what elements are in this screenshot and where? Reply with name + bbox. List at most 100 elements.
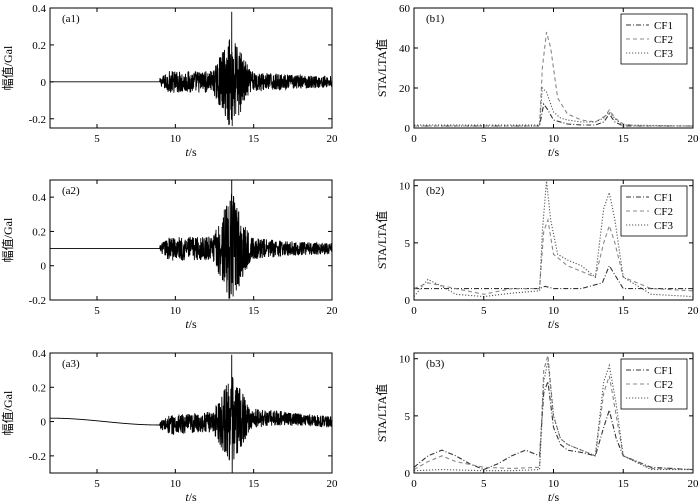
y-tick-label: 0 [405,123,411,135]
y-tick-label: -0.2 [29,295,46,307]
y-axis-title: STA/LTA值 [374,39,389,97]
x-tick-label: 5 [94,133,100,145]
x-tick-label: 20 [688,305,700,317]
series-line-cf1 [414,102,693,127]
y-tick-label: 0.4 [32,192,46,204]
legend-box [620,185,688,237]
series-line-cf3 [414,86,693,127]
x-axis-title: t/s [548,317,560,331]
legend: CF1 CF2 CF3 [620,13,688,65]
y-tick-label: 0.2 [32,40,46,52]
y-tick-label: 0 [405,468,411,480]
x-axis-title-unit: /s [551,490,559,504]
y-axis-title: 幅值/Gal [0,217,15,262]
x-tick-label: 0 [411,305,417,317]
series-line-waveform [50,11,332,127]
y-tick-label: 0 [41,261,47,273]
y-tick-label: 0.4 [32,348,46,360]
x-tick-label: 10 [170,305,182,317]
y-axis-title: STA/LTA值 [374,211,389,269]
panel-a2: 5 10 15 20 -0.2 0 0.2 0.4 (a2) t/s 幅值/Gal [0,179,339,331]
legend-label-cf2: CF2 [654,34,673,46]
y-tick-label: 60 [399,3,411,15]
x-axis-title-var: t [185,317,189,331]
x-axis-title-var: t [185,145,189,159]
x-tick-label: 15 [618,133,630,145]
x-tick-label: 10 [170,133,182,145]
panel-label: (b1) [426,13,445,25]
x-axis-title-var: t [185,490,189,504]
legend-label-cf1: CF1 [654,192,673,204]
x-tick-label: 15 [248,133,260,145]
panel-b3: 0 5 10 15 20 0 5 10 (b3) t/s STA/LTA值 CF1 CF2 CF3 [374,352,700,504]
x-tick-label: 10 [548,305,560,317]
y-tick-label: -0.2 [29,114,46,126]
y-tick-label: 0.2 [32,382,46,394]
y-axis-title: 幅值/Gal [0,390,15,435]
y-tick-label: 40 [399,43,411,55]
panel-b2: 0 5 10 15 20 0 5 10 (b2) t/s STA/LTA值 CF1 CF2 CF3 [374,179,700,331]
panel-a1: 5 10 15 20 -0.2 0 0.2 0.4 (a1) t/s 幅值/Gal [0,3,338,159]
y-tick-label: 10 [399,354,411,366]
x-axis-title-var: t [548,317,552,331]
x-axis-title-unit: /s [189,317,197,331]
x-axis-title-unit: /s [551,317,559,331]
x-tick-label: 5 [94,305,100,317]
y-axis-title: STA/LTA值 [374,384,389,442]
legend-label-cf3: CF3 [654,48,673,60]
legend-label-cf1: CF1 [654,20,673,32]
series-line-cf2 [414,355,693,471]
x-axis-title-var: t [548,145,552,159]
x-tick-label: 15 [248,305,260,317]
x-tick-label: 10 [548,133,560,145]
y-tick-label: 10 [399,181,411,193]
x-axis-title: t/s [185,490,197,504]
x-axis-title-var: t [548,490,552,504]
x-tick-label: 20 [688,478,700,490]
x-axis-title-unit: /s [189,145,197,159]
y-tick-label: 5 [405,411,411,423]
y-tick-label: 5 [405,238,411,250]
x-tick-label: 10 [170,478,182,490]
x-tick-label: 0 [411,478,417,490]
y-tick-label: -0.2 [29,451,46,463]
series-line-cf2 [414,217,693,295]
legend-label-cf2: CF2 [654,379,673,391]
x-tick-label: 15 [618,305,630,317]
legend: CF1 CF2 CF3 [620,185,688,237]
series-line-cf3 [414,360,693,472]
y-tick-label: 0.4 [32,3,46,15]
x-axis-title: t/s [548,490,560,504]
series-line-waveform [50,180,332,299]
plot-frame [49,7,333,129]
panel-label: (b2) [426,185,445,197]
x-axis-title: t/s [185,317,197,331]
x-tick-label: 15 [248,478,260,490]
legend-box [620,13,688,65]
x-tick-label: 20 [327,305,339,317]
panel-a3: 5 10 15 20 -0.2 0 0.2 0.4 (a3) t/s 幅值/Gal [0,348,338,504]
x-axis-title: t/s [548,145,560,159]
x-tick-label: 5 [481,305,487,317]
y-tick-label: 0 [41,77,47,89]
panel-label: (a3) [62,358,80,370]
x-tick-label: 5 [94,478,100,490]
x-tick-label: 20 [688,133,700,145]
series-line-waveform [50,354,332,473]
y-tick-label: 0.2 [32,226,46,238]
x-axis-title-unit: /s [189,490,197,504]
x-tick-label: 0 [411,133,417,145]
x-tick-label: 20 [327,478,339,490]
series-line-cf1 [414,264,693,290]
legend-label-cf3: CF3 [654,393,673,405]
x-tick-label: 5 [481,133,487,145]
y-tick-label: 0 [405,295,411,307]
legend-label-cf3: CF3 [654,220,673,232]
x-axis-title-unit: /s [551,145,559,159]
legend-label-cf2: CF2 [654,206,673,218]
panel-label: (a2) [62,185,80,197]
legend: CF1 CF2 CF3 [620,358,688,410]
plot-frame [49,179,333,301]
panel-b1: 0 5 10 15 20 0 20 40 60 (b1) t/s STA/LTA值 CF1 CF2 CF3 [374,3,699,159]
